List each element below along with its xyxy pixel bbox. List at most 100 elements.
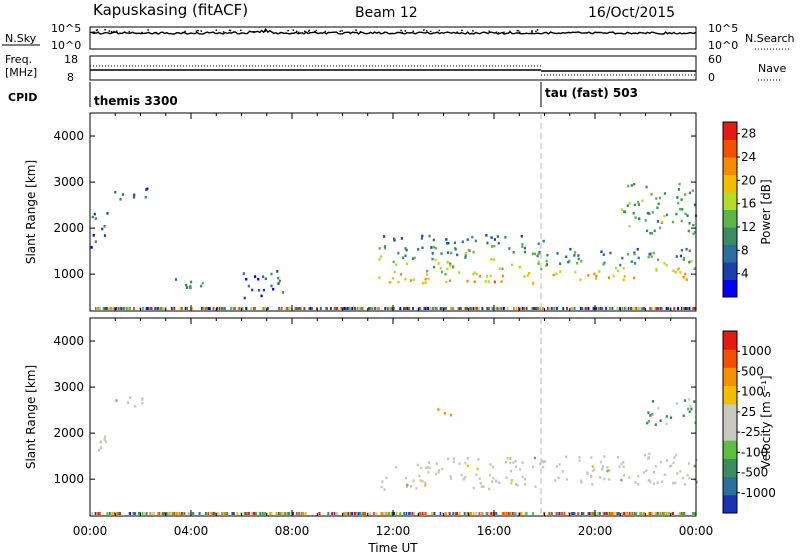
range-cell [129,396,132,399]
x-tick-label: 16:00 [477,524,512,538]
range-cell [633,252,636,256]
range-cell [580,479,583,483]
near-range-cell [597,512,600,515]
near-range-cell [562,307,565,310]
range-cell [682,414,685,417]
colorbar-tick-label: 25 [741,405,756,419]
range-cell [673,456,676,459]
near-range-cell [622,512,625,515]
near-range-cell [191,307,193,310]
range-cell [637,474,640,478]
near-range-cell [367,307,370,310]
range-cell [144,195,147,199]
near-range-cell [369,512,371,515]
range-cell [504,460,507,464]
range-cell [262,288,265,292]
range-cell [406,483,409,487]
near-range-cell [660,307,663,310]
range-cell [504,236,507,239]
near-range-cell [96,307,99,310]
range-cell [645,185,648,189]
range-cell [646,421,649,425]
range-cell [637,203,641,206]
near-range-cell [115,307,118,310]
near-range-cell [403,512,406,515]
near-range-cell [232,307,235,310]
near-range-cell [625,512,628,515]
range-cell [419,479,422,482]
near-range-cell [98,307,101,310]
near-range-cell [683,307,686,310]
range-cell [677,201,680,205]
near-range-cell [523,307,525,310]
colorbar-tick-label: -500 [741,466,768,480]
range-cell [642,471,645,474]
near-range-cell [509,512,512,515]
range-cell [686,214,689,217]
range-cell [681,208,684,211]
range-cell [533,456,536,460]
range-cell [663,192,667,195]
colorbar-segment [723,458,737,478]
nsky-dot [401,31,404,34]
range-cell [493,244,496,248]
range-cell [521,475,524,479]
near-range-cell [514,512,517,515]
colorbar-segment [723,279,737,298]
range-cell [545,259,548,263]
range-cell [421,234,424,238]
near-range-cell [91,512,94,515]
range-cell [475,473,478,476]
near-range-cell [506,307,509,310]
near-range-cell [650,307,653,310]
near-range-cell [617,512,620,515]
range-cell [656,481,659,484]
range-cell [616,455,619,459]
range-cell [186,286,189,289]
near-range-cell [597,307,600,310]
station-title: Kapuskasing (fitACF) [93,1,248,19]
near-range-cell [187,512,190,515]
near-range-cell [212,512,215,515]
nsky-dot [200,30,202,32]
near-range-cell [607,512,610,515]
near-range-cell [470,307,472,310]
near-range-cell [239,307,241,310]
near-range-cell [630,307,633,310]
nsky-dot [228,29,231,31]
range-cell [516,483,519,487]
near-range-cell [106,512,109,515]
range-cell [675,255,678,258]
range-cell [435,462,438,465]
range-cell [378,276,381,279]
near-range-cell [521,307,524,310]
range-cell [392,260,395,264]
near-range-cell [520,512,523,515]
near-range-cell [649,307,652,310]
range-cell [428,466,431,470]
range-cell [452,460,455,464]
range-cell [603,477,606,481]
range-cell [185,283,188,287]
range-cell [434,246,437,250]
near-range-cell [626,512,629,515]
nsky-dot [155,31,157,34]
colorbar-tick-label: 1000 [741,344,772,358]
range-cell [609,251,612,255]
range-cell [405,262,409,266]
near-range-cell [288,512,291,515]
x-axis: 00:00 04:00 08:00 12:00 16:00 20:00 00:00 [73,524,714,538]
range-cell [404,476,407,480]
range-cell [619,263,622,267]
range-cell [512,461,515,464]
near-range-cell [331,512,334,515]
near-range-cell [693,512,696,515]
range-cell [589,475,593,478]
range-cell [679,470,682,473]
near-range-cell [639,512,642,515]
near-range-cell [650,512,653,515]
range-cell [601,468,604,471]
near-range-cell [491,307,494,310]
near-range-cell [515,307,518,310]
range-cell [654,423,657,426]
